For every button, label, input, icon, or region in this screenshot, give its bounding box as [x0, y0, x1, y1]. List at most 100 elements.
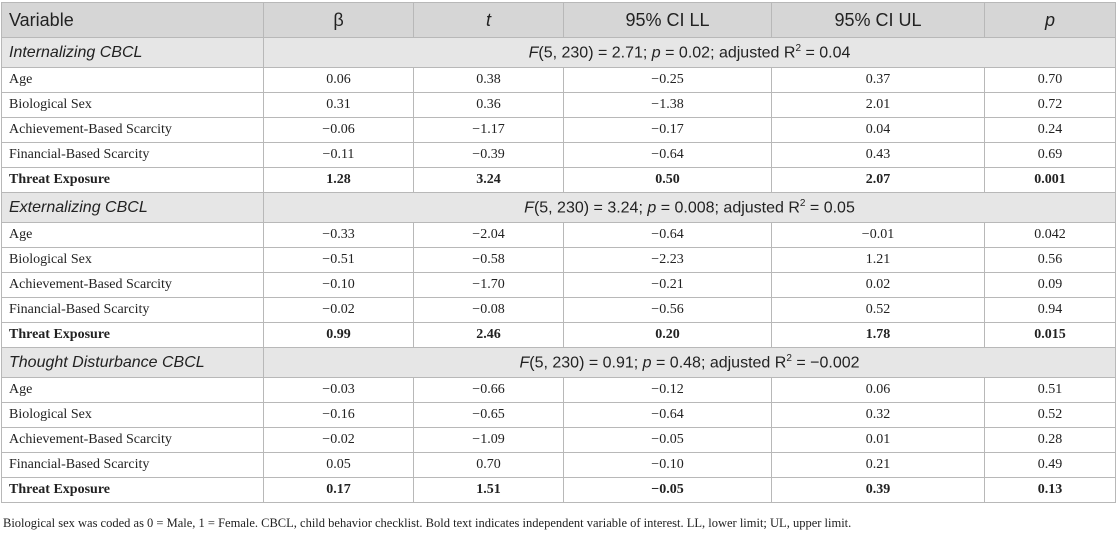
- stat-part: (5, 230) = 0.91;: [529, 354, 643, 372]
- cell: 0.43: [771, 142, 985, 168]
- cell: −0.05: [563, 427, 772, 453]
- data-row: Threat Exposure 1.28 3.24 0.50 2.07 0.001: [1, 167, 1116, 193]
- cell: −0.01: [771, 222, 985, 248]
- cell: 0.28: [984, 427, 1116, 453]
- section-stat: F(5, 230) = 0.91; p = 0.48; adjusted R2 …: [263, 347, 1116, 378]
- cell: 0.31: [263, 92, 414, 118]
- row-label: Achievement-Based Scarcity: [1, 427, 264, 453]
- cell: −0.06: [263, 117, 414, 143]
- row-label: Achievement-Based Scarcity: [1, 117, 264, 143]
- table-wrap: Variable β t 95% CI LL 95% CI UL p Internaliz…: [1, 2, 1116, 503]
- stat-part: 2: [799, 197, 806, 209]
- cell: −0.03: [263, 377, 414, 403]
- cell: −0.65: [413, 402, 564, 428]
- section-name: Thought Disturbance CBCL: [1, 347, 264, 378]
- cell: 0.02: [771, 272, 985, 298]
- cell: −0.10: [263, 272, 414, 298]
- stat-part: p: [642, 354, 652, 372]
- cell: 0.05: [263, 452, 414, 478]
- cell: 0.70: [984, 67, 1116, 93]
- row-label: Financial-Based Scarcity: [1, 297, 264, 323]
- header-row: Variable β t 95% CI LL 95% CI UL p: [1, 2, 1116, 38]
- cell: 1.51: [413, 477, 564, 503]
- header-text: 95% CI UL: [834, 9, 922, 30]
- header-text: 95% CI LL: [625, 9, 710, 30]
- data-row: Age −0.03 −0.66 −0.12 0.06 0.51: [1, 377, 1116, 403]
- section-stat: F(5, 230) = 3.24; p = 0.008; adjusted R2…: [263, 192, 1116, 223]
- row-label: Threat Exposure: [1, 477, 264, 503]
- row-label: Achievement-Based Scarcity: [1, 272, 264, 298]
- row-label: Age: [1, 377, 264, 403]
- stat-part: F: [528, 44, 539, 62]
- data-row: Financial-Based Scarcity 0.05 0.70 −0.10 0.2…: [1, 452, 1116, 478]
- cell: −0.64: [563, 142, 772, 168]
- section-row: Internalizing CBCL F(5, 230) = 2.71; p = …: [1, 37, 1116, 68]
- cell: 0.39: [771, 477, 985, 503]
- cell: −0.11: [263, 142, 414, 168]
- row-label: Financial-Based Scarcity: [1, 142, 264, 168]
- row-label: Biological Sex: [1, 247, 264, 273]
- stat-part: 2: [795, 42, 802, 54]
- section-name: Externalizing CBCL: [1, 192, 264, 223]
- row-label: Age: [1, 222, 264, 248]
- stat-part: = 0.05: [805, 199, 855, 217]
- cell: 0.06: [771, 377, 985, 403]
- data-row: Achievement-Based Scarcity −0.06 −1.17 −0.1…: [1, 117, 1116, 143]
- cell: 0.001: [984, 167, 1116, 193]
- cell: −0.51: [263, 247, 414, 273]
- data-row: Age 0.06 0.38 −0.25 0.37 0.70: [1, 67, 1116, 93]
- table-body: Internalizing CBCL F(5, 230) = 2.71; p = …: [1, 37, 1116, 503]
- cell: −1.38: [563, 92, 772, 118]
- stat-part: 2: [786, 352, 792, 364]
- section-row: Externalizing CBCL F(5, 230) = 3.24; p = …: [1, 192, 1116, 223]
- stat-part: F: [524, 199, 534, 217]
- cell: −0.56: [563, 297, 772, 323]
- cell: 0.04: [771, 117, 985, 143]
- stat-part: = 0.02; adjusted R: [660, 44, 796, 62]
- cell: 0.17: [263, 477, 414, 503]
- section-row: Thought Disturbance CBCL F(5, 230) = 0.91…: [1, 347, 1116, 378]
- cell: 0.09: [984, 272, 1116, 298]
- cell: 0.49: [984, 452, 1116, 478]
- cell: 0.69: [984, 142, 1116, 168]
- cell: 0.70: [413, 452, 564, 478]
- header-cell: 95% CI LL: [563, 2, 772, 38]
- cell: −0.02: [263, 427, 414, 453]
- data-row: Threat Exposure 0.17 1.51 −0.05 0.39 0.13: [1, 477, 1116, 503]
- cell: 0.72: [984, 92, 1116, 118]
- cell: 0.50: [563, 167, 772, 193]
- cell: 3.24: [413, 167, 564, 193]
- data-row: Threat Exposure 0.99 2.46 0.20 1.78 0.015: [1, 322, 1116, 348]
- cell: 0.21: [771, 452, 985, 478]
- data-row: Achievement-Based Scarcity −0.10 −1.70 −0.2…: [1, 272, 1116, 298]
- cell: −1.17: [413, 117, 564, 143]
- header-cell: β: [263, 2, 414, 38]
- cell: −0.39: [413, 142, 564, 168]
- row-label: Biological Sex: [1, 92, 264, 118]
- header-cell: t: [413, 2, 564, 38]
- cell: −0.64: [563, 222, 772, 248]
- footnote: Biological sex was coded as 0 = Male, 1 …: [3, 516, 852, 530]
- header-text: p: [1044, 9, 1055, 30]
- row-label: Threat Exposure: [1, 322, 264, 348]
- cell: 0.52: [771, 297, 985, 323]
- data-row: Financial-Based Scarcity −0.02 −0.08 −0.56 0…: [1, 297, 1116, 323]
- cell: 0.042: [984, 222, 1116, 248]
- cell: 0.51: [984, 377, 1116, 403]
- stat-part: (5, 230) = 3.24;: [533, 199, 648, 217]
- cell: −0.12: [563, 377, 772, 403]
- cell: 0.99: [263, 322, 414, 348]
- cell: 0.56: [984, 247, 1116, 273]
- stat-part: F: [519, 354, 530, 372]
- cell: 1.21: [771, 247, 985, 273]
- cell: −0.58: [413, 247, 564, 273]
- stat-part: p: [651, 44, 661, 62]
- regression-table: Variable β t 95% CI LL 95% CI UL p Internaliz…: [1, 2, 1116, 503]
- data-row: Biological Sex 0.31 0.36 −1.38 2.01 0.72: [1, 92, 1116, 118]
- cell: −2.04: [413, 222, 564, 248]
- header-cell: Variable: [1, 2, 264, 38]
- row-label: Threat Exposure: [1, 167, 264, 193]
- header-text: t: [485, 9, 491, 30]
- row-label: Biological Sex: [1, 402, 264, 428]
- stat-part: p: [647, 199, 657, 217]
